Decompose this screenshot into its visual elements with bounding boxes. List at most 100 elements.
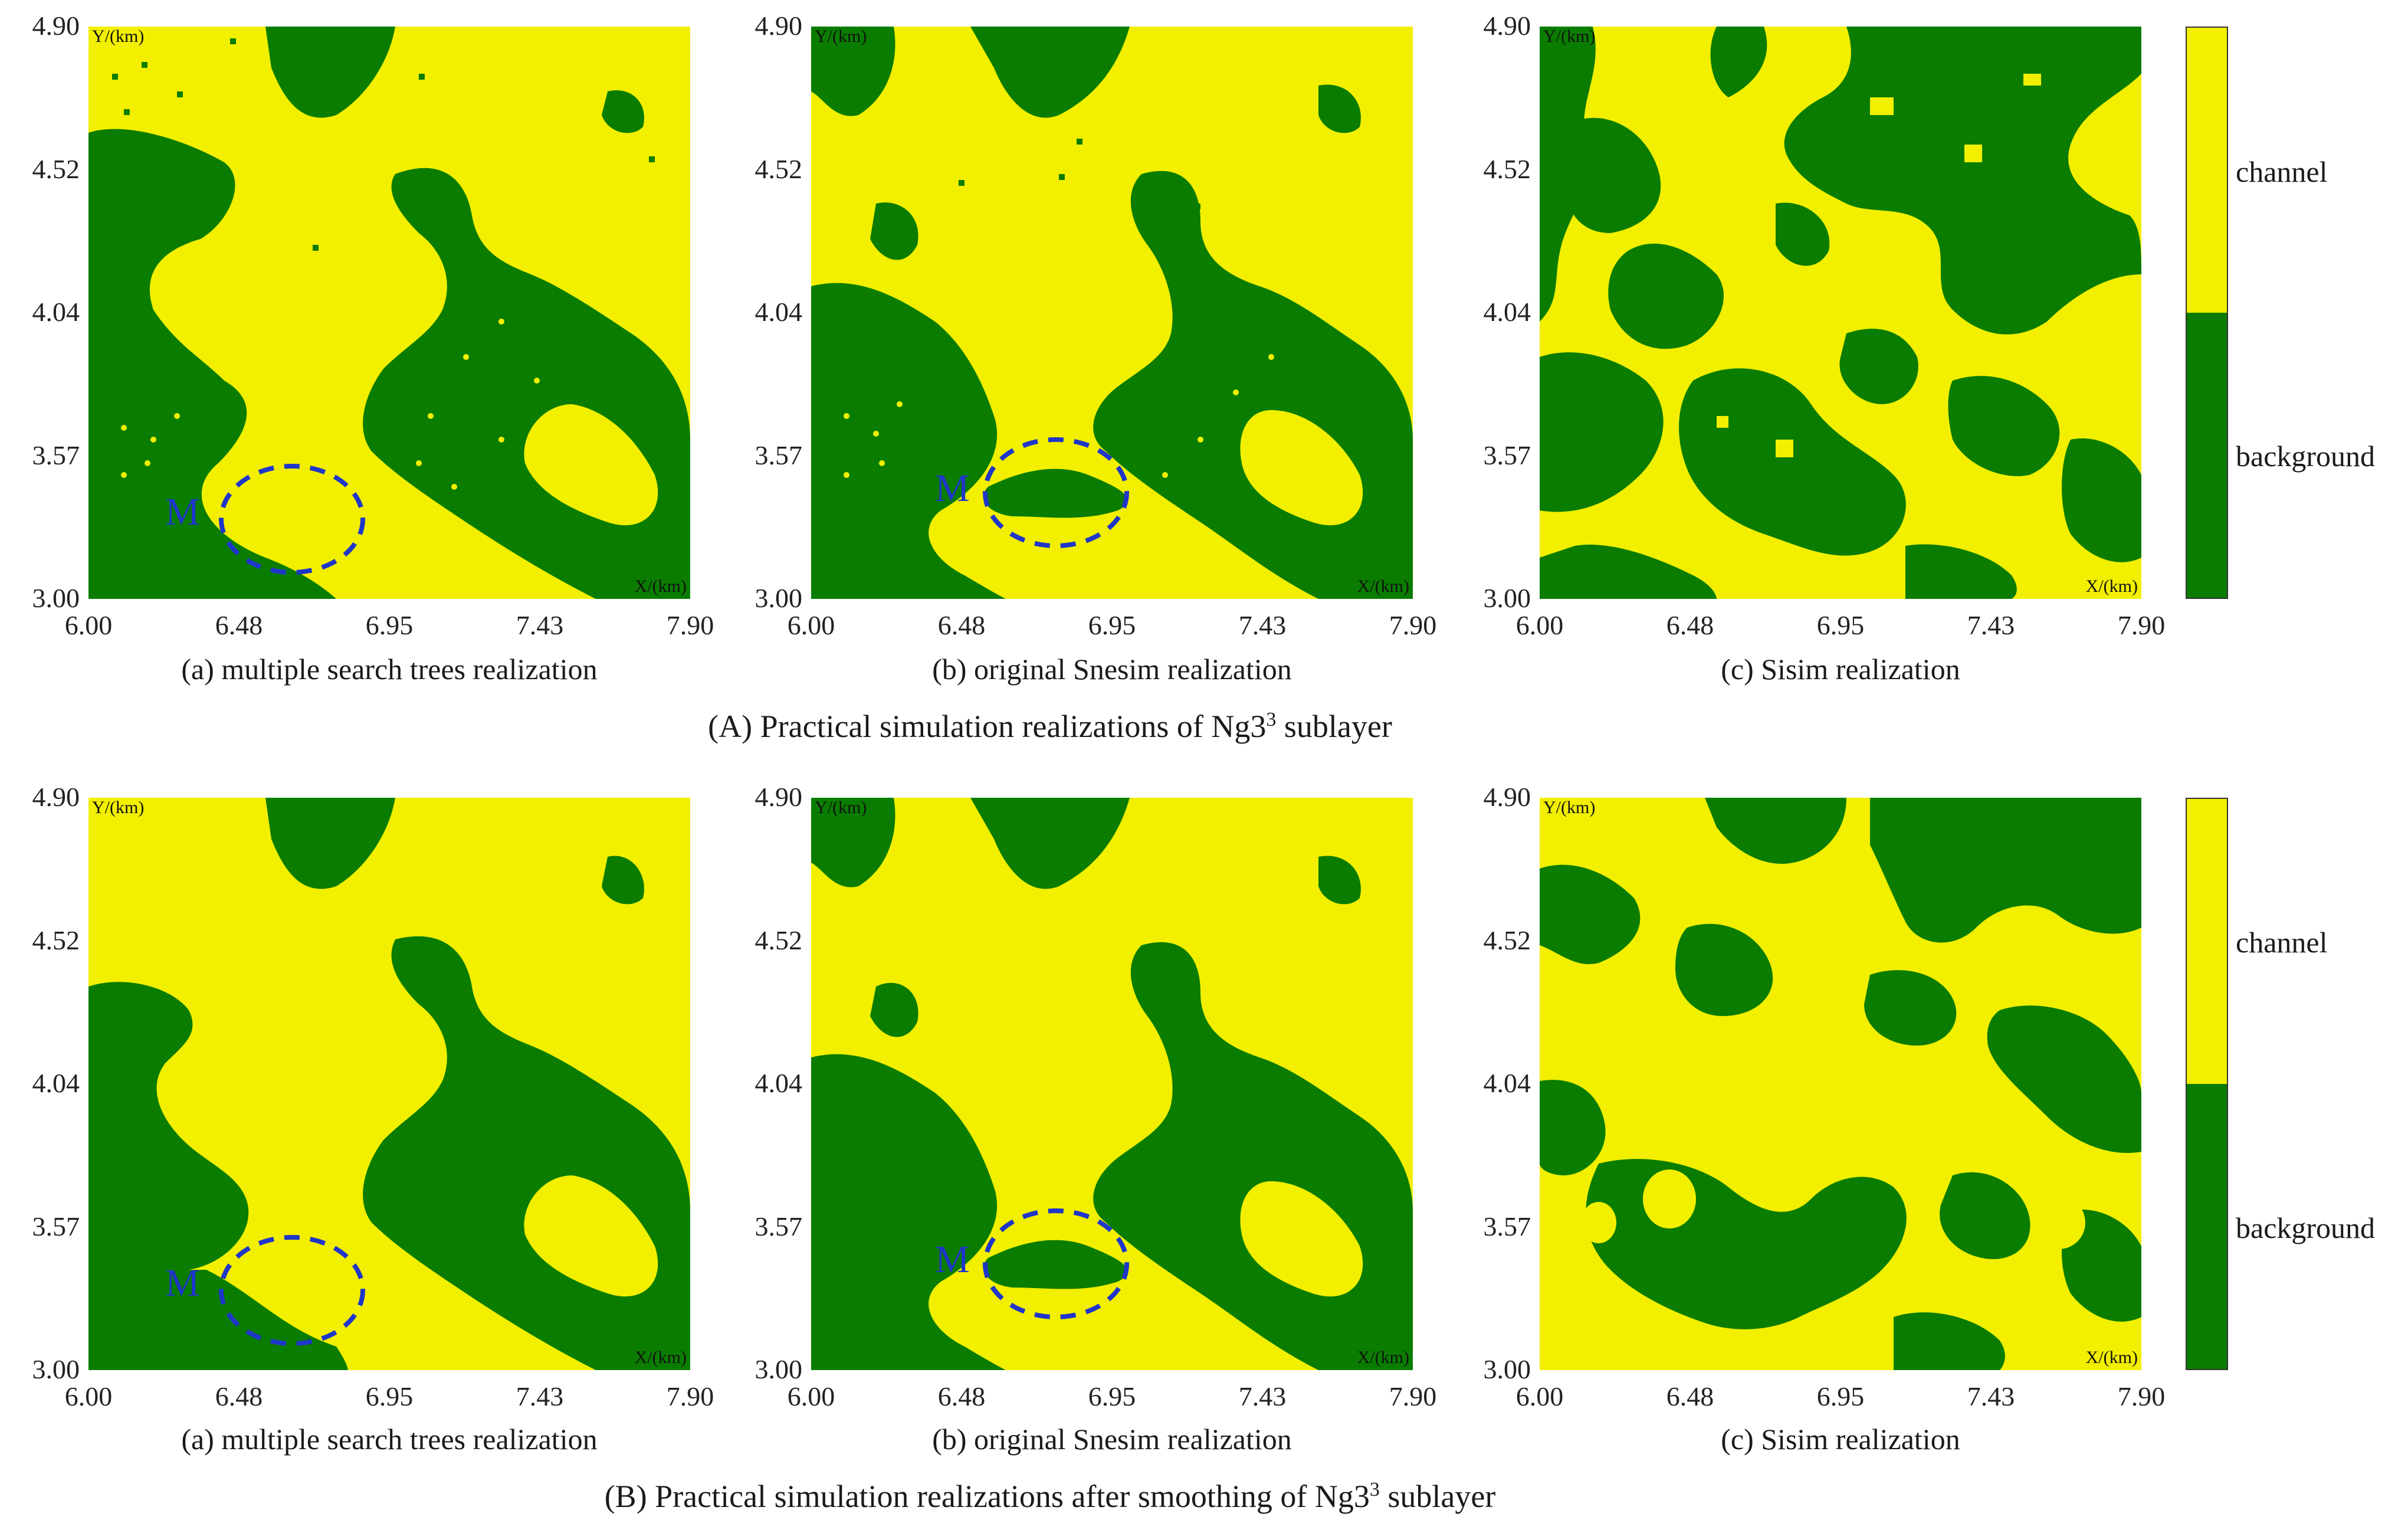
x-tick-label: 6.95 bbox=[1088, 1381, 1136, 1411]
legend-channel-label: channel bbox=[2236, 926, 2328, 959]
row-title: (A) Practical simulation realizations of… bbox=[0, 708, 2100, 745]
x-axis-unit: X/(km) bbox=[1357, 576, 1409, 596]
title-text: (A) Practical simulation realizations of… bbox=[708, 709, 1267, 744]
x-tick-label: 6.48 bbox=[937, 610, 986, 640]
y-tick-label: 3.00 bbox=[754, 1354, 803, 1384]
panel-caption: (b) original Snesim realization bbox=[932, 653, 1292, 686]
y-tick-label: 4.04 bbox=[754, 297, 803, 327]
x-tick-label: 6.48 bbox=[215, 610, 263, 640]
y-axis-unit: Y/(km) bbox=[92, 798, 145, 817]
x-axis-unit: X/(km) bbox=[1357, 1348, 1409, 1367]
y-tick-label: 3.57 bbox=[754, 440, 803, 470]
y-tick-label: 3.00 bbox=[1483, 1354, 1531, 1384]
y-tick-label: 3.57 bbox=[754, 1211, 803, 1241]
legend-channel-swatch bbox=[2187, 28, 2227, 313]
x-tick-label: 6.00 bbox=[787, 610, 835, 640]
title-superscript: 3 bbox=[1369, 1479, 1380, 1500]
x-tick-label: 6.00 bbox=[64, 610, 113, 640]
x-tick-label: 6.95 bbox=[365, 1381, 414, 1411]
x-tick-label: 7.43 bbox=[516, 1381, 564, 1411]
x-tick-label: 7.90 bbox=[2117, 610, 2166, 640]
y-tick-label: 4.52 bbox=[32, 153, 80, 184]
y-tick-label: 3.00 bbox=[1483, 583, 1531, 613]
y-tick-label: 4.04 bbox=[1483, 297, 1531, 327]
marker-label: M bbox=[165, 1262, 200, 1305]
facies-map bbox=[88, 798, 690, 1370]
legend-background-label: background bbox=[2236, 440, 2376, 473]
facies-map bbox=[811, 798, 1413, 1370]
title-suffix: sublayer bbox=[1276, 709, 1392, 744]
x-tick-label: 6.48 bbox=[215, 1381, 263, 1411]
panel-caption: (c) Sisim realization bbox=[1721, 1423, 1960, 1456]
y-tick-label: 4.52 bbox=[754, 153, 803, 184]
map-a-sisim: Y/(km) X/(km) bbox=[1540, 27, 2141, 599]
x-tick-label: 7.43 bbox=[1967, 1381, 2015, 1411]
y-tick-label: 4.52 bbox=[32, 925, 80, 955]
y-axis-unit: Y/(km) bbox=[815, 27, 867, 46]
y-axis-unit: Y/(km) bbox=[92, 27, 145, 46]
y-tick-label: 4.52 bbox=[754, 925, 803, 955]
x-tick-label: 7.90 bbox=[2117, 1381, 2166, 1411]
x-axis-unit: X/(km) bbox=[634, 1348, 687, 1367]
x-tick-label: 6.00 bbox=[787, 1381, 835, 1411]
y-tick-label: 4.04 bbox=[32, 297, 80, 327]
y-tick-label: 4.04 bbox=[1483, 1068, 1531, 1098]
legend-channel-swatch bbox=[2187, 799, 2227, 1084]
panel-caption: (c) Sisim realization bbox=[1721, 653, 1960, 686]
y-tick-label: 4.52 bbox=[1483, 153, 1531, 184]
y-axis-unit: Y/(km) bbox=[1543, 798, 1596, 817]
panel-caption: (a) multiple search trees realization bbox=[181, 1423, 598, 1456]
facies-map bbox=[88, 27, 690, 599]
x-tick-label: 7.43 bbox=[516, 610, 564, 640]
x-tick-label: 7.90 bbox=[666, 610, 714, 640]
x-tick-label: 6.95 bbox=[365, 610, 414, 640]
x-axis-unit: X/(km) bbox=[2085, 576, 2138, 596]
y-tick-label: 3.57 bbox=[32, 440, 80, 470]
marker-label: M bbox=[935, 467, 970, 510]
x-tick-label: 7.90 bbox=[1389, 610, 1437, 640]
x-tick-label: 6.95 bbox=[1816, 610, 1865, 640]
y-tick-label: 4.90 bbox=[32, 782, 80, 812]
y-tick-label: 4.04 bbox=[754, 1068, 803, 1098]
panel-caption: (b) original Snesim realization bbox=[932, 1423, 1292, 1456]
legend-background-swatch bbox=[2187, 1084, 2227, 1369]
x-tick-label: 6.95 bbox=[1088, 610, 1136, 640]
x-tick-label: 6.00 bbox=[64, 1381, 113, 1411]
map-b-sisim: Y/(km) X/(km) bbox=[1540, 798, 2141, 1370]
x-tick-label: 7.90 bbox=[666, 1381, 714, 1411]
legend-colorbar bbox=[2186, 798, 2228, 1370]
x-tick-label: 7.43 bbox=[1967, 610, 2015, 640]
panel-caption: (a) multiple search trees realization bbox=[181, 653, 598, 686]
legend-colorbar bbox=[2186, 27, 2228, 599]
title-text: (B) Practical simulation realizations af… bbox=[604, 1479, 1370, 1514]
x-tick-label: 6.48 bbox=[1666, 610, 1714, 640]
map-b-snesim: Y/(km) X/(km) M bbox=[811, 798, 1413, 1370]
facies-map bbox=[811, 27, 1413, 599]
x-tick-label: 6.00 bbox=[1515, 1381, 1564, 1411]
x-tick-label: 7.43 bbox=[1238, 610, 1287, 640]
x-tick-label: 6.95 bbox=[1816, 1381, 1865, 1411]
map-b-mst: Y/(km) X/(km) M bbox=[88, 798, 690, 1370]
y-tick-label: 4.04 bbox=[32, 1068, 80, 1098]
title-superscript: 3 bbox=[1266, 709, 1277, 730]
y-axis-unit: Y/(km) bbox=[815, 798, 867, 817]
marker-label: M bbox=[935, 1238, 970, 1281]
map-a-mst: Y/(km) X/(km) M bbox=[88, 27, 690, 599]
map-a-snesim: Y/(km) X/(km) M bbox=[811, 27, 1413, 599]
y-axis-unit: Y/(km) bbox=[1543, 27, 1596, 46]
legend-background-swatch bbox=[2187, 313, 2227, 598]
x-axis-unit: X/(km) bbox=[2085, 1348, 2138, 1367]
y-tick-label: 3.57 bbox=[1483, 1211, 1531, 1241]
y-tick-label: 3.00 bbox=[32, 583, 80, 613]
y-tick-label: 4.90 bbox=[1483, 11, 1531, 41]
x-axis-unit: X/(km) bbox=[634, 576, 687, 596]
x-tick-label: 6.00 bbox=[1515, 610, 1564, 640]
y-tick-label: 4.90 bbox=[1483, 782, 1531, 812]
facies-map bbox=[1540, 798, 2141, 1370]
legend-channel-label: channel bbox=[2236, 155, 2328, 188]
y-tick-label: 3.00 bbox=[754, 583, 803, 613]
facies-map bbox=[1540, 27, 2141, 599]
title-suffix: sublayer bbox=[1379, 1479, 1496, 1514]
y-tick-label: 3.00 bbox=[32, 1354, 80, 1384]
y-tick-label: 3.57 bbox=[32, 1211, 80, 1241]
